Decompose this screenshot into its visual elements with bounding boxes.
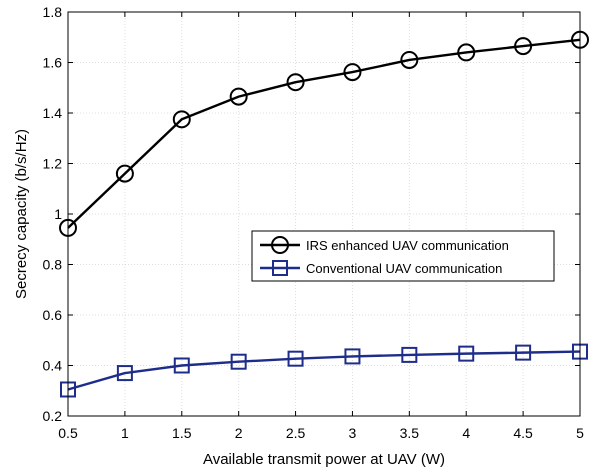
- y-tick-label: 0.4: [43, 358, 63, 374]
- y-tick-label: 1.8: [43, 4, 63, 20]
- y-tick-label: 0.6: [43, 307, 63, 323]
- data-point: [401, 346, 418, 363]
- x-tick-label: 0.5: [58, 425, 78, 441]
- series-layer: [59, 30, 589, 398]
- data-point: [287, 350, 304, 367]
- legend-entry: IRS enhanced UAV communication: [260, 236, 509, 254]
- series-conventional: [60, 343, 588, 398]
- legend-box: [251, 230, 555, 282]
- legend-marker: [272, 260, 288, 276]
- y-tick-label: 0.8: [43, 257, 63, 273]
- x-tick-label: 3.5: [400, 425, 420, 441]
- data-point: [116, 365, 133, 382]
- axis-ticks: 0.5 1 1.5 2 2.5 3 3.5 4 4.5 5 0.2 0.4 0.6 0.8 1 1.2 1.4 1…: [43, 4, 585, 441]
- x-tick-label: 4: [462, 425, 470, 441]
- y-tick-label: 0.2: [43, 408, 63, 424]
- data-point: [343, 63, 362, 82]
- y-tick-label: 1: [54, 206, 62, 222]
- data-point: [173, 357, 190, 374]
- x-tick-label: 1.5: [172, 425, 192, 441]
- data-point: [286, 73, 305, 92]
- x-tick-label: 1: [121, 425, 129, 441]
- legend-label: IRS enhanced UAV communication: [306, 238, 509, 253]
- data-point: [457, 43, 476, 62]
- data-point: [230, 353, 247, 370]
- data-point: [458, 345, 475, 362]
- series-line: [67, 350, 581, 391]
- data-point: [229, 87, 248, 106]
- legend-entry: Conventional UAV communication: [260, 260, 502, 276]
- x-axis-label: Available transmit power at UAV (W): [203, 451, 445, 468]
- data-point: [172, 110, 191, 129]
- y-tick-label: 1.4: [43, 105, 63, 121]
- legend-marker: [271, 236, 289, 254]
- data-point: [515, 344, 532, 361]
- legend-label: Conventional UAV communication: [306, 261, 502, 276]
- data-point: [344, 348, 361, 365]
- x-tick-label: 2: [235, 425, 243, 441]
- data-point: [400, 50, 419, 69]
- x-tick-label: 4.5: [513, 425, 533, 441]
- data-point: [514, 37, 533, 56]
- y-tick-label: 1.2: [43, 156, 63, 172]
- x-tick-label: 2.5: [286, 425, 306, 441]
- x-tick-label: 5: [576, 425, 584, 441]
- data-point: [115, 164, 134, 183]
- series-line: [67, 38, 581, 229]
- x-tick-label: 3: [349, 425, 357, 441]
- y-axis-label: Secrecy capacity (b/s/Hz): [13, 129, 30, 299]
- legend: IRS enhanced UAV communication Conventio…: [251, 230, 555, 282]
- y-tick-label: 1.6: [43, 55, 63, 71]
